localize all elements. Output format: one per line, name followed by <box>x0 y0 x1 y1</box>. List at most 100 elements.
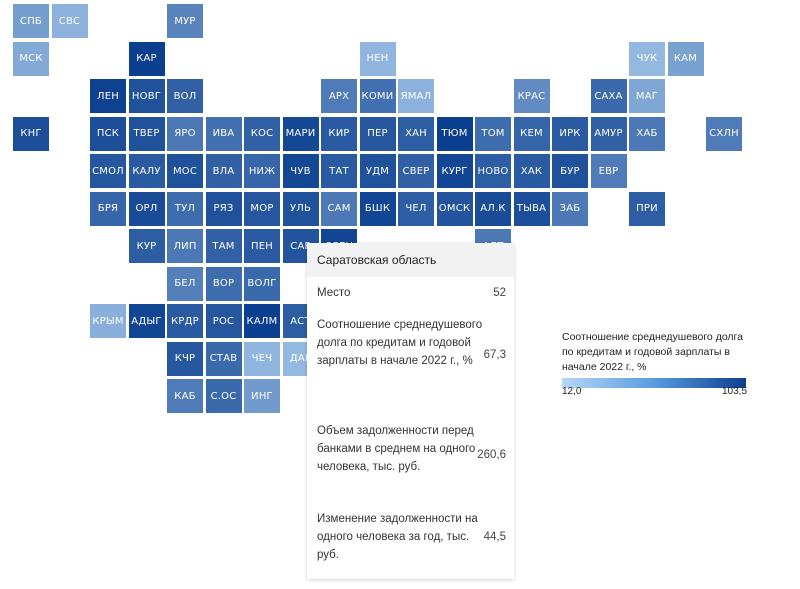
region-tile-label: МОР <box>250 203 274 214</box>
region-tile-адыг[interactable]: АДЫГ <box>128 304 165 338</box>
region-tile-чел[interactable]: ЧЕЛ <box>398 191 434 226</box>
region-tile-ново[interactable]: НОВО <box>475 154 511 188</box>
region-tile-кем[interactable]: КЕМ <box>513 116 550 151</box>
region-tile-крас[interactable]: КРАС <box>513 79 550 113</box>
region-tile-мор[interactable]: МОР <box>244 191 280 226</box>
region-tile-тат[interactable]: ТАТ <box>321 154 357 188</box>
region-tile-инг[interactable]: ИНГ <box>244 379 280 413</box>
region-tile-там[interactable]: ТАМ <box>205 229 242 263</box>
region-tile-калм[interactable]: КАЛМ <box>244 304 280 338</box>
region-tile-новг[interactable]: НОВГ <box>128 79 165 113</box>
region-tile-маг[interactable]: МАГ <box>629 79 665 113</box>
region-tile-чеч[interactable]: ЧЕЧ <box>244 341 280 376</box>
region-tile-уль[interactable]: УЛЬ <box>282 191 319 226</box>
region-tile-кчр[interactable]: КЧР <box>167 341 203 376</box>
region-tile-спб[interactable]: СПБ <box>13 4 49 38</box>
region-tile-амур[interactable]: АМУР <box>590 116 627 151</box>
region-tile-удм[interactable]: УДМ <box>359 154 396 188</box>
region-tile-яро[interactable]: ЯРО <box>167 116 203 151</box>
region-tile-бур[interactable]: БУР <box>552 154 588 188</box>
region-tile-омск[interactable]: ОМСК <box>436 191 473 226</box>
region-tile-label: ЯМАЛ <box>400 90 432 102</box>
region-tile-ирк[interactable]: ИРК <box>552 116 588 151</box>
region-tile-label: ТАМ <box>212 240 235 252</box>
region-tile-хак[interactable]: ХАК <box>513 154 550 188</box>
region-tile-вор[interactable]: ВОР <box>205 266 242 301</box>
region-tile-калу[interactable]: КАЛУ <box>128 154 165 188</box>
region-tile-саха[interactable]: САХА <box>590 79 627 113</box>
region-tile-ямал[interactable]: ЯМАЛ <box>398 79 434 113</box>
region-tile-лип[interactable]: ЛИП <box>167 229 203 263</box>
region-tile-сам[interactable]: САМ <box>321 191 357 226</box>
region-tile-пен[interactable]: ПЕН <box>244 229 280 263</box>
region-tile-label: ЗАБ <box>559 203 581 214</box>
region-tile-чув[interactable]: ЧУВ <box>282 154 319 188</box>
region-tile-рос[interactable]: РОС <box>205 304 242 338</box>
region-tile-сос[interactable]: С.ОС <box>205 379 242 413</box>
region-tile-мур[interactable]: МУР <box>167 4 203 38</box>
region-tile-хаб[interactable]: ХАБ <box>629 116 665 151</box>
region-tile-хан[interactable]: ХАН <box>398 116 434 151</box>
region-tile-заб[interactable]: ЗАБ <box>552 191 588 226</box>
region-tile-тюм[interactable]: ТЮМ <box>436 116 473 151</box>
region-tile-бел[interactable]: БЕЛ <box>167 266 203 301</box>
region-tile-бшк[interactable]: БШК <box>359 191 396 226</box>
region-tile-label: ТЮМ <box>441 128 468 139</box>
region-tile-кир[interactable]: КИР <box>321 116 357 151</box>
region-tile-арх[interactable]: АРХ <box>321 79 357 113</box>
region-tile-кар[interactable]: КАР <box>128 41 165 76</box>
region-tile-label: ИВА <box>212 128 235 139</box>
region-tile-том[interactable]: ТОМ <box>475 116 511 151</box>
region-tile-свер[interactable]: СВЕР <box>398 154 434 188</box>
region-tile-став[interactable]: СТАВ <box>205 341 242 376</box>
region-tile-смол[interactable]: СМОЛ <box>90 154 126 188</box>
region-tile-label: АЛ.К <box>480 203 506 214</box>
region-tile-бря[interactable]: БРЯ <box>90 191 126 226</box>
region-tile-ниж[interactable]: НИЖ <box>244 154 280 188</box>
region-tile-каб[interactable]: КАБ <box>167 379 203 413</box>
region-tile-евр[interactable]: ЕВР <box>590 154 627 188</box>
region-tile-label: ТВЕР <box>133 128 160 139</box>
region-tile-нен[interactable]: НЕН <box>359 41 396 76</box>
region-tile-ряз[interactable]: РЯЗ <box>205 191 242 226</box>
region-tile-волг[interactable]: ВОЛГ <box>244 266 280 301</box>
region-tile-тул[interactable]: ТУЛ <box>167 191 203 226</box>
region-tile-label: МАРИ <box>285 128 316 139</box>
region-tile-вла[interactable]: ВЛА <box>205 154 242 188</box>
region-tile-ива[interactable]: ИВА <box>205 116 242 151</box>
region-tile-label: СПБ <box>20 15 42 27</box>
region-tile-мос[interactable]: МОС <box>167 154 203 188</box>
region-tile-твер[interactable]: ТВЕР <box>128 116 165 151</box>
region-tile-пер[interactable]: ПЕР <box>359 116 396 151</box>
region-tile-алк[interactable]: АЛ.К <box>475 191 511 226</box>
region-tile-кам[interactable]: КАМ <box>667 41 704 76</box>
region-tile-кур[interactable]: КУР <box>128 229 165 263</box>
region-tile-label: КУР <box>136 240 157 252</box>
tooltip-value: 260,6 <box>477 449 506 461</box>
region-tile-кнг[interactable]: КНГ <box>13 116 49 151</box>
region-tile-label: МСК <box>19 53 43 64</box>
region-tile-орл[interactable]: ОРЛ <box>128 191 165 226</box>
region-tile-свс[interactable]: СВС <box>51 4 88 38</box>
region-tile-label: БШК <box>364 203 391 214</box>
region-tile-при[interactable]: ПРИ <box>629 191 665 226</box>
region-tile-коми[interactable]: КОМИ <box>359 79 396 113</box>
region-tile-label: СВЕР <box>402 165 430 177</box>
region-tile-label: С.ОС <box>210 390 237 402</box>
region-tile-вол[interactable]: ВОЛ <box>167 79 203 113</box>
region-tile-мск[interactable]: МСК <box>13 41 49 76</box>
region-tile-кос[interactable]: КОС <box>244 116 280 151</box>
region-tile-лен[interactable]: ЛЕН <box>90 79 126 113</box>
region-tile-схлн[interactable]: СХЛН <box>706 116 742 151</box>
region-tile-label: НИЖ <box>248 165 276 177</box>
region-tile-крдр[interactable]: КРДР <box>167 304 203 338</box>
region-tile-кург[interactable]: КУРГ <box>436 154 473 188</box>
region-tile-чук[interactable]: ЧУК <box>629 41 665 76</box>
region-tile-тыва[interactable]: ТЫВА <box>513 191 550 226</box>
legend-gradient-bar <box>562 378 746 388</box>
region-tile-мари[interactable]: МАРИ <box>282 116 319 151</box>
region-tile-label: ТУЛ <box>174 203 196 214</box>
region-tile-крым[interactable]: КРЫМ <box>90 304 126 338</box>
region-tile-label: ПРИ <box>636 203 658 214</box>
region-tile-пск[interactable]: ПСК <box>90 116 126 151</box>
